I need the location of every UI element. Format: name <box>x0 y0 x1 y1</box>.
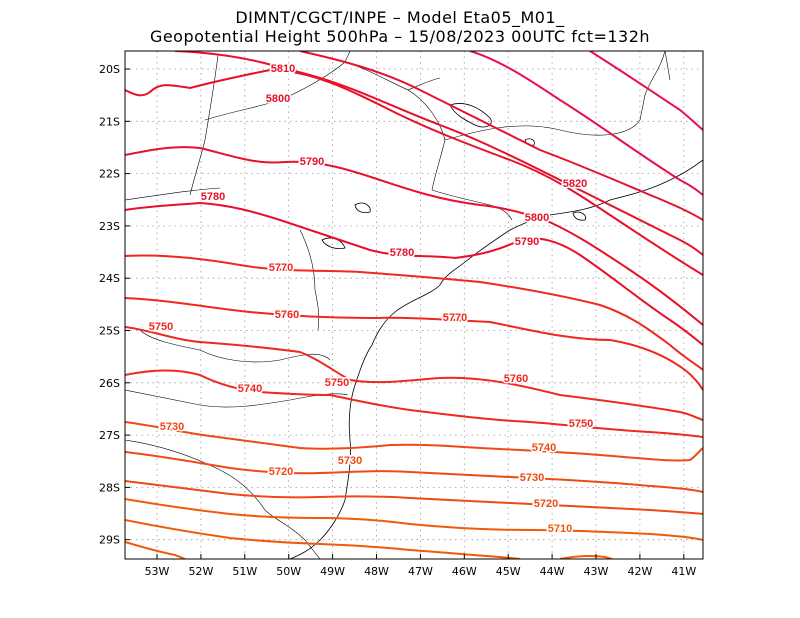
contour-label: 5730 <box>160 421 184 433</box>
lon-tick-label: 46W <box>452 565 477 578</box>
state-border <box>204 51 351 121</box>
state-border <box>344 61 446 191</box>
lat-tick-label: 25S <box>99 325 120 338</box>
state-border <box>125 389 349 408</box>
lat-tick-label: 26S <box>99 377 120 390</box>
lat-tick-label: 22S <box>99 168 120 181</box>
lon-tick-label: 42W <box>627 565 652 578</box>
chart-title-line-2: Geopotential Height 500hPa – 15/08/2023 … <box>149 27 651 46</box>
contour-line <box>125 326 703 421</box>
lat-tick-label: 24S <box>99 272 120 285</box>
contour-label: 5800 <box>525 212 549 224</box>
island-outline <box>354 202 371 213</box>
lat-tick-label: 23S <box>99 220 120 233</box>
lon-tick-label: 44W <box>540 565 565 578</box>
contour-label: 5730 <box>338 455 362 467</box>
contour-line <box>125 254 703 371</box>
state-border <box>125 439 321 559</box>
contour-label: 5760 <box>504 373 528 385</box>
state-border <box>139 329 331 363</box>
contour-label: 5740 <box>238 383 262 395</box>
contour-line <box>469 51 703 196</box>
contour-label: 5780 <box>201 191 225 203</box>
contour-label: 5810 <box>271 63 295 75</box>
contour-label: 5780 <box>390 247 414 259</box>
height-contours <box>125 51 703 559</box>
lat-tick-label: 21S <box>99 115 120 128</box>
contour-label: 5800 <box>266 93 290 105</box>
contour-line <box>125 146 703 326</box>
contour-line <box>125 201 703 346</box>
lon-tick-label: 43W <box>584 565 609 578</box>
contour-label: 5750 <box>325 377 349 389</box>
lon-tick-label: 51W <box>232 565 257 578</box>
lon-tick-label: 52W <box>188 565 213 578</box>
state-border <box>299 229 320 331</box>
contour-labels: 5810 5800 5790 5780 5820 5800 5790 5780 5770 5760… <box>147 62 594 537</box>
lon-tick-label: 45W <box>496 565 521 578</box>
lon-tick-label: 49W <box>320 565 345 578</box>
contour-line <box>589 51 703 131</box>
state-border <box>189 54 219 196</box>
contour-label: 5720 <box>269 466 293 478</box>
contour-line <box>299 51 703 221</box>
axis-ticks: 53W 52W 51W 50W 49W 48W 47W 46W 45W 44W 43W 42W 41W 2… <box>99 63 696 578</box>
contour-line <box>125 369 703 438</box>
contour-label: 5730 <box>520 472 544 484</box>
state-border <box>407 77 441 91</box>
chart-title-line-1: DIMNT/CGCT/INPE – Model Eta05_M01_ <box>235 8 565 27</box>
contour-label: 5710 <box>548 523 572 535</box>
lat-tick-label: 27S <box>99 429 120 442</box>
contour-line <box>125 421 703 462</box>
contour-line <box>125 68 703 276</box>
contour-label: 5770 <box>443 312 467 324</box>
contour-label: 5750 <box>569 418 593 430</box>
lat-tick-label: 20S <box>99 63 120 76</box>
contour-label: 5740 <box>532 442 556 454</box>
contour-label: 5720 <box>534 498 558 510</box>
lon-tick-label: 53W <box>145 565 170 578</box>
contour-line <box>125 480 703 515</box>
contour-line <box>125 541 186 559</box>
lon-tick-label: 48W <box>364 565 389 578</box>
contour-line <box>125 519 521 559</box>
bay-outline <box>449 103 492 128</box>
contour-line <box>125 498 703 541</box>
contour-label: 5790 <box>300 156 324 168</box>
plot-frame <box>124 50 704 560</box>
contour-label: 5790 <box>515 236 539 248</box>
contour-label: 5760 <box>275 309 299 321</box>
contour-label: 5750 <box>149 321 173 333</box>
lat-tick-label: 29S <box>99 534 120 547</box>
island-outline <box>572 211 587 221</box>
bay-outline <box>321 237 346 249</box>
contour-label: 5820 <box>563 178 587 190</box>
contour-line <box>559 554 613 559</box>
contour-line <box>125 297 703 391</box>
contour-line <box>125 451 703 493</box>
lat-tick-label: 28S <box>99 481 120 494</box>
state-border <box>125 187 221 201</box>
contour-label: 5770 <box>269 262 293 274</box>
lon-tick-label: 50W <box>276 565 301 578</box>
contour-line <box>174 51 703 256</box>
lon-tick-label: 41W <box>671 565 696 578</box>
state-border <box>431 189 513 221</box>
lon-tick-label: 47W <box>408 565 433 578</box>
state-border <box>664 51 671 81</box>
